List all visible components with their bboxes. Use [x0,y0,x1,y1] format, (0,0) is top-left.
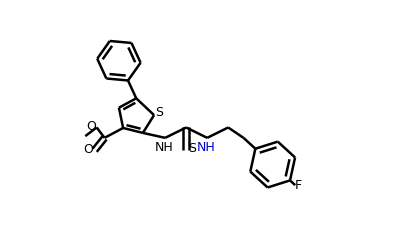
Text: S: S [188,142,196,155]
Text: F: F [294,180,302,192]
Text: O: O [83,143,93,156]
Text: NH: NH [154,141,173,154]
Text: S: S [155,106,163,119]
Text: NH: NH [196,141,215,154]
Text: O: O [85,120,95,133]
